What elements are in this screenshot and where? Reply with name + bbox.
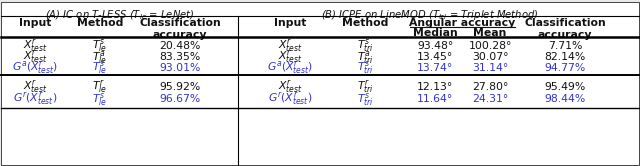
- Text: 11.64°: 11.64°: [417, 94, 453, 104]
- Text: $X^r_{test}$: $X^r_{test}$: [22, 38, 47, 54]
- Text: $T^s_{tri}$: $T^s_{tri}$: [356, 38, 373, 54]
- Text: $X^r_{test}$: $X^r_{test}$: [278, 49, 302, 65]
- Text: 30.07°: 30.07°: [472, 52, 508, 62]
- Text: 93.01%: 93.01%: [159, 63, 201, 73]
- Text: (B) ICPE on LineMOD ($T_{tri}$ = Triplet Method): (B) ICPE on LineMOD ($T_{tri}$ = Triplet…: [321, 8, 539, 22]
- Text: $X^r_{test}$: $X^r_{test}$: [278, 38, 302, 54]
- Text: $G^a(X^r_{test})$: $G^a(X^r_{test})$: [267, 60, 313, 76]
- Text: 20.48%: 20.48%: [159, 41, 201, 51]
- Text: $G^a(X^r_{test})$: $G^a(X^r_{test})$: [12, 60, 58, 76]
- Text: 83.35%: 83.35%: [159, 52, 200, 62]
- Text: 13.74°: 13.74°: [417, 63, 453, 73]
- Text: 95.49%: 95.49%: [545, 82, 586, 92]
- Text: $X^r_{test}$: $X^r_{test}$: [22, 49, 47, 65]
- Text: 93.48°: 93.48°: [417, 41, 453, 51]
- Text: Method: Method: [77, 18, 123, 28]
- Text: Input: Input: [274, 18, 306, 28]
- Text: 94.77%: 94.77%: [545, 63, 586, 73]
- Text: Classification
accuracy: Classification accuracy: [524, 18, 606, 40]
- Text: $T^s_{tri}$: $T^s_{tri}$: [356, 59, 373, 77]
- Text: $T^r_{tri}$: $T^r_{tri}$: [356, 79, 373, 95]
- Text: $T^s_{le}$: $T^s_{le}$: [92, 38, 108, 54]
- Text: 95.92%: 95.92%: [159, 82, 200, 92]
- Text: $X^r_{test}$: $X^r_{test}$: [22, 79, 47, 95]
- Text: $T^r_{le}$: $T^r_{le}$: [92, 79, 108, 95]
- Text: $T^a_{le}$: $T^a_{le}$: [92, 48, 108, 66]
- Text: Median: Median: [413, 28, 458, 38]
- Text: 96.67%: 96.67%: [159, 94, 200, 104]
- Text: Mean: Mean: [474, 28, 507, 38]
- Text: $T^a_{tri}$: $T^a_{tri}$: [356, 48, 373, 66]
- Text: (A) IC on T-LESS ($T_{le}$ = LeNet): (A) IC on T-LESS ($T_{le}$ = LeNet): [45, 8, 195, 22]
- Text: 31.14°: 31.14°: [472, 63, 508, 73]
- Text: $G^r(X^r_{test})$: $G^r(X^r_{test})$: [268, 91, 312, 107]
- Text: Input: Input: [19, 18, 51, 28]
- Text: $G^r(X^r_{test})$: $G^r(X^r_{test})$: [13, 91, 57, 107]
- Text: 12.13°: 12.13°: [417, 82, 453, 92]
- Text: 82.14%: 82.14%: [545, 52, 586, 62]
- Text: Method: Method: [342, 18, 388, 28]
- Text: 100.28°: 100.28°: [468, 41, 512, 51]
- Text: Classification
accuracy: Classification accuracy: [139, 18, 221, 40]
- Text: 98.44%: 98.44%: [545, 94, 586, 104]
- Text: $T^s_{le}$: $T^s_{le}$: [92, 90, 108, 108]
- Text: 7.71%: 7.71%: [548, 41, 582, 51]
- Text: Angular accuracy: Angular accuracy: [410, 18, 516, 28]
- Text: 27.80°: 27.80°: [472, 82, 508, 92]
- Text: $T^s_{tri}$: $T^s_{tri}$: [356, 90, 373, 108]
- Text: 13.45°: 13.45°: [417, 52, 453, 62]
- Text: $X^r_{test}$: $X^r_{test}$: [278, 79, 302, 95]
- Text: 24.31°: 24.31°: [472, 94, 508, 104]
- Text: $T^s_{le}$: $T^s_{le}$: [92, 59, 108, 77]
